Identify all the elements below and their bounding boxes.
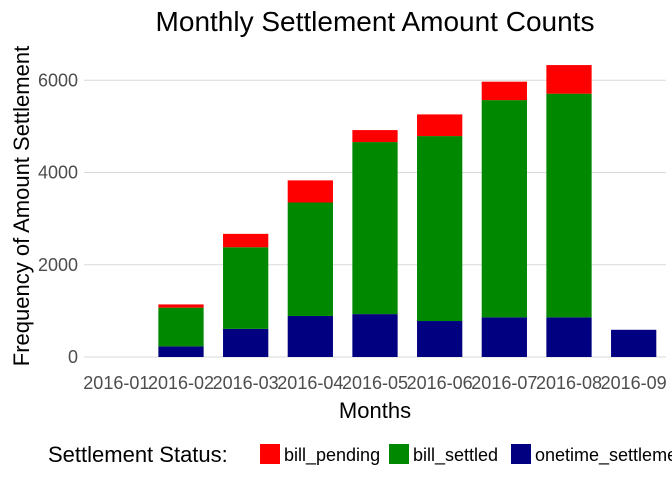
x-tick-label: 2016-04 — [277, 373, 343, 393]
bar-onetime_settlement — [352, 314, 398, 357]
bar-bill_settled — [417, 136, 463, 322]
legend-title: Settlement Status: — [48, 442, 228, 467]
x-tick-label: 2016-08 — [536, 373, 602, 393]
y-axis-title: Frequency of Amount Settlement — [9, 46, 34, 366]
bar-bill_settled — [546, 93, 592, 318]
bar-bill_settled — [352, 142, 398, 315]
bar-bill_pending — [481, 81, 527, 101]
x-tick-label: 2016-07 — [471, 373, 537, 393]
bar-bill_pending — [223, 233, 269, 248]
legend-swatch-bill_settled — [389, 444, 409, 464]
bar-onetime_settlement — [546, 317, 592, 357]
legend-label-bill_settled: bill_settled — [413, 445, 498, 466]
legend-label-bill_pending: bill_pending — [284, 445, 380, 466]
y-tick-label: 4000 — [38, 163, 78, 183]
bar-onetime_settlement — [481, 317, 527, 357]
legend-label-onetime_settlement: onetime_settlement — [535, 445, 672, 466]
x-tick-label: 2016-03 — [213, 373, 279, 393]
x-tick-label: 2016-06 — [407, 373, 473, 393]
y-tick-label: 6000 — [38, 70, 78, 90]
bar-bill_settled — [223, 247, 269, 329]
x-tick-label: 2016-02 — [148, 373, 214, 393]
bar-onetime_settlement — [223, 328, 269, 357]
x-tick-label: 2016-09 — [601, 373, 667, 393]
bar-onetime_settlement — [287, 315, 333, 357]
legend-swatch-bill_pending — [260, 444, 280, 464]
legend-swatch-onetime_settlement — [511, 444, 531, 464]
bar-bill_pending — [287, 180, 333, 203]
y-tick-label: 2000 — [38, 255, 78, 275]
bar-bill_pending — [546, 65, 592, 94]
x-axis-ticks: 2016-012016-022016-032016-042016-052016-… — [83, 373, 666, 393]
bar-onetime_settlement — [611, 329, 657, 357]
chart-title: Monthly Settlement Amount Counts — [156, 6, 595, 37]
bar-onetime_settlement — [158, 346, 204, 357]
bar-bill_settled — [158, 307, 204, 347]
legend: Settlement Status: bill_pending bill_sett… — [48, 442, 672, 467]
x-tick-label: 2016-01 — [83, 373, 149, 393]
y-tick-label: 0 — [68, 347, 78, 367]
bar-bill_settled — [287, 202, 333, 316]
bar-bill_pending — [417, 114, 463, 137]
bar-bill_settled — [481, 100, 527, 318]
bar-bill_pending — [352, 130, 398, 143]
x-tick-label: 2016-05 — [342, 373, 408, 393]
bar-onetime_settlement — [417, 321, 463, 357]
y-axis-ticks: 0 2000 4000 6000 — [38, 70, 78, 367]
x-axis-title: Months — [339, 398, 411, 423]
bars — [158, 65, 657, 357]
bar-bill_pending — [158, 304, 204, 308]
